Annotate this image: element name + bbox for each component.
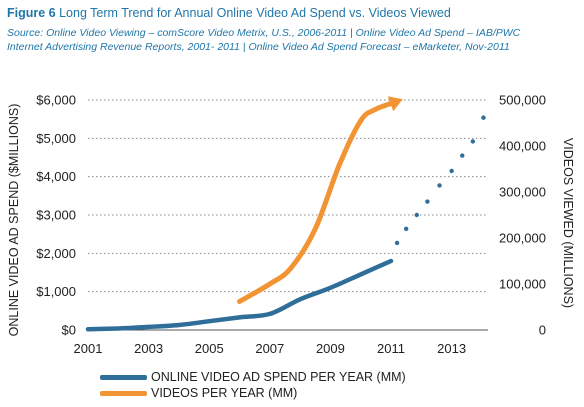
y-left-tick-label: $3,000 bbox=[36, 208, 76, 223]
x-tick-label: 2001 bbox=[74, 341, 103, 356]
y-left-tick-label: $1,000 bbox=[36, 284, 76, 299]
spend-forecast-point bbox=[414, 212, 419, 218]
legend-item-spend: ONLINE VIDEO AD SPEND PER YEAR (MM) bbox=[100, 370, 420, 386]
legend-swatch-videos bbox=[100, 391, 147, 396]
legend-label-videos: VIDEOS PER YEAR (MM) bbox=[151, 386, 298, 400]
spend-forecast-point bbox=[403, 226, 409, 231]
source-line-2: Internet Advertising Revenue Reports, 20… bbox=[7, 41, 510, 53]
legend-label-spend: ONLINE VIDEO AD SPEND PER YEAR (MM) bbox=[151, 370, 406, 384]
x-tick-label: 2007 bbox=[255, 341, 284, 356]
y-right-tick-label: 100,000 bbox=[499, 277, 546, 292]
spend-line bbox=[85, 258, 394, 332]
figure-number: Figure 6 bbox=[7, 6, 56, 20]
legend-item-videos: VIDEOS PER YEAR (MM) bbox=[100, 386, 300, 402]
spend-forecast-point bbox=[449, 168, 454, 174]
spend-forecast-point bbox=[437, 183, 442, 188]
spend-forecast-point bbox=[481, 115, 486, 120]
y-left-tick-label: $5,000 bbox=[36, 131, 76, 146]
axes: $0 $1,000 $2,000 $3,000 $4,000 $5,000 $6,000 0 1… bbox=[7, 93, 575, 357]
source-line-1: Source: Online Video Viewing – comScore … bbox=[7, 27, 521, 39]
y-right-axis-title: VIDEOS VIEWED (MILLIONS) bbox=[561, 138, 575, 308]
figure-source: Source: Online Video Viewing – comScore … bbox=[7, 26, 581, 54]
figure-title: Figure 6 Long Term Trend for Annual Onli… bbox=[7, 6, 581, 20]
y-left-axis-title: ONLINE VIDEO AD SPEND ($MILLIONS) bbox=[7, 104, 21, 337]
y-left-tick-label: $6,000 bbox=[36, 93, 76, 108]
y-left-tick-label: $2,000 bbox=[36, 246, 76, 261]
y-left-tick-label: $4,000 bbox=[36, 169, 76, 184]
y-right-tick-label: 0 bbox=[539, 323, 546, 338]
x-tick-label: 2009 bbox=[316, 341, 345, 356]
y-right-tick-label: 500,000 bbox=[499, 93, 546, 108]
y-right-tick-label: 300,000 bbox=[499, 185, 546, 200]
x-tick-label: 2003 bbox=[134, 341, 163, 356]
spend-forecast-point bbox=[470, 139, 476, 144]
y-right-tick-label: 400,000 bbox=[499, 139, 546, 154]
spend-forecast-point bbox=[425, 199, 430, 204]
series bbox=[85, 96, 486, 332]
gridlines bbox=[88, 99, 488, 331]
figure-title-text: Long Term Trend for Annual Online Video … bbox=[59, 6, 451, 20]
videos-arrowhead bbox=[387, 96, 403, 112]
x-tick-label: 2005 bbox=[195, 341, 224, 356]
y-right-tick-label: 200,000 bbox=[499, 231, 546, 246]
x-tick-label: 2011 bbox=[377, 341, 405, 356]
x-tick-label: 2013 bbox=[437, 341, 466, 356]
legend-swatch-spend bbox=[100, 375, 147, 380]
videos-line bbox=[237, 98, 400, 304]
spend-forecast-point bbox=[460, 153, 465, 158]
y-left-tick-label: $0 bbox=[62, 323, 76, 338]
spend-forecast-point bbox=[394, 240, 400, 246]
